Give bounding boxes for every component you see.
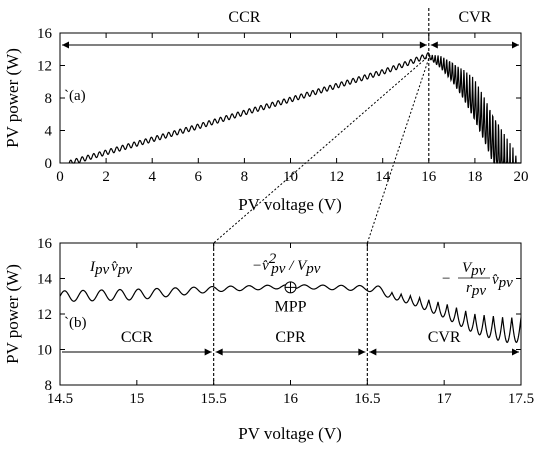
panel-b-region-arrow-left-1 [215,348,223,356]
zoom-connector-right [366,54,431,244]
panel-b-region-label-0: CCR [121,329,153,346]
panel-a-regions: CCR CVR [62,9,519,49]
panel-b-y-tick-label-16: 16 [37,236,53,252]
panel-a-x-tick-label-4: 4 [148,169,156,185]
panel-b-region-label-1: CPR [275,329,306,346]
panel-a-ticks: 0 2 4 6 8 10 12 14 16 18 20 0 4 8 12 16 [37,26,529,185]
cvr-annotation-prefix: − [442,271,450,287]
panel-b-x-tick-label-16: 16 [283,391,299,407]
cvr-annotation-denominator: rpv [466,280,486,299]
panel-a-y-tick-label-4: 4 [45,124,53,140]
panel-a-y-axis-label: PV power (W) [3,48,22,148]
panel-b-regions: CCR CPR CVR [62,329,519,356]
panel-b-boundaries [213,243,368,385]
panel-b-y-tick-label-12: 12 [37,307,52,323]
panel-a-x-axis-label: PV voltage (V) [238,195,342,214]
cpr-ripple-annotation: −v̂2 pv / Vpv [252,251,321,277]
ccr-ripple-annotation: Ipv v̂pv [89,259,132,278]
cvr-ripple-annotation: − Vpv rpv v̂pv [442,260,513,299]
panel-a-x-tick-label-10: 10 [283,169,298,185]
panel-a-x-tick-label-6: 6 [195,169,203,185]
cvr-annotation-numerator: Vpv [462,260,486,279]
panel-a-power-curve [68,52,521,164]
panel-b-x-tick-label-14.5: 14.5 [47,391,73,407]
panel-a-region-label-1: CVR [458,9,491,26]
panel-a-y-tick-label-12: 12 [37,59,52,75]
panel-b-x-axis-label: PV voltage (V) [238,424,342,443]
panel-a-x-tick-label-20: 20 [514,169,529,185]
panel-a-y-tick-label-16: 16 [37,26,53,42]
panel-b-x-tick-label-16.5: 16.5 [354,391,380,407]
panel-b-y-axis-label: PV power (W) [3,264,22,364]
panel-a-x-tick-label-8: 8 [241,169,249,185]
panel-a-y-tick-label-0: 0 [45,156,53,172]
panel-a-region-label-0: CCR [228,9,260,26]
panel-b-x-tick-label-17.5: 17.5 [508,391,534,407]
panel-a-x-tick-label-0: 0 [56,169,64,185]
panel-b-x-tick-label-15: 15 [129,391,144,407]
panel-a-y-tick-label-8: 8 [45,91,53,107]
panel-a-x-tick-label-14: 14 [375,169,391,185]
cvr-annotation-tail: v̂pv [492,272,513,291]
mpp-label: MPP [274,298,306,315]
panel-b-ticks: 14.5 15 15.5 16 16.5 17 17.5 8 10 12 14 16 [37,236,534,407]
panel-a-x-tick-label-16: 16 [421,169,437,185]
panel-b-label: `(b) [64,315,87,331]
panel-a-region-arrow-right-0 [419,41,427,49]
panel-b-region-label-2: CVR [428,329,461,346]
panel-b-region-arrow-right-2 [512,348,519,356]
panel-a-x-tick-label-12: 12 [329,169,344,185]
panel-b-y-tick-label-8: 8 [45,378,53,394]
panel-a-region-arrow-left-0 [62,41,69,49]
panel-b-x-tick-label-17: 17 [437,391,453,407]
panel-a-label: `(a) [64,88,86,104]
panel-b-region-arrow-left-2 [369,348,377,356]
panel-a-region-arrow-left-1 [430,41,438,49]
panel-b-y-tick-label-14: 14 [37,272,53,288]
panel-b-y-tick-label-10: 10 [37,343,52,359]
panel-b-x-tick-label-15.5: 15.5 [201,391,227,407]
mpp-marker: MPP [274,281,307,315]
zoom-connector-left [213,54,431,244]
panel-b-region-arrow-right-1 [358,348,366,356]
panel-a-x-tick-label-2: 2 [102,169,110,185]
panel-a-region-arrow-right-1 [512,41,519,49]
panel-b-region-arrow-right-0 [204,348,212,356]
panel-a-x-tick-label-18: 18 [467,169,482,185]
